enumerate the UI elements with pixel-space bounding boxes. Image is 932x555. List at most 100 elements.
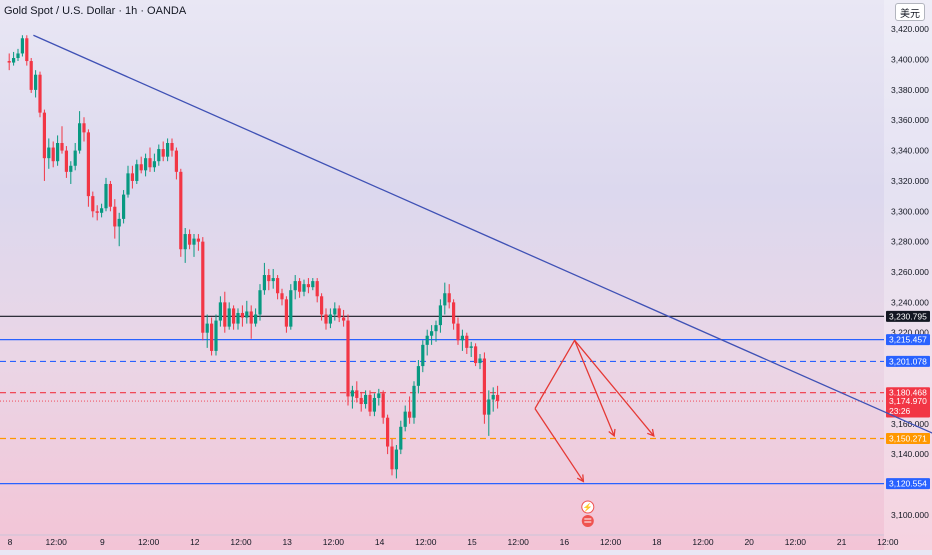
candle-body[interactable] [47, 147, 51, 159]
candle-body[interactable] [399, 426, 403, 450]
candle-body[interactable] [249, 311, 253, 324]
candle-body[interactable] [284, 299, 288, 327]
candle-body[interactable] [496, 394, 500, 401]
candle-body[interactable] [42, 112, 46, 159]
candle-body[interactable] [258, 290, 262, 315]
candle-body[interactable] [368, 394, 372, 412]
candle-body[interactable] [188, 234, 192, 245]
candle-body[interactable] [491, 394, 495, 400]
candle-body[interactable] [478, 358, 482, 364]
candle-body[interactable] [355, 390, 359, 398]
candle-body[interactable] [69, 165, 73, 172]
candle-body[interactable] [403, 411, 407, 427]
candle-body[interactable] [487, 399, 491, 415]
candle-body[interactable] [86, 132, 90, 197]
candle-body[interactable] [447, 293, 451, 303]
candle-body[interactable] [293, 281, 297, 291]
candle-body[interactable] [337, 308, 341, 318]
candle-body[interactable] [161, 149, 165, 157]
candle-body[interactable] [240, 312, 244, 318]
candle-body[interactable] [183, 234, 187, 250]
candle-body[interactable] [25, 38, 29, 62]
candle-body[interactable] [113, 206, 117, 227]
candle-body[interactable] [34, 74, 38, 90]
candle-body[interactable] [434, 325, 438, 332]
candle-body[interactable] [438, 305, 442, 326]
candle-body[interactable] [82, 123, 86, 133]
candle-body[interactable] [359, 397, 363, 405]
candle-body[interactable] [386, 417, 390, 447]
candle-body[interactable] [280, 293, 284, 300]
candle-body[interactable] [7, 61, 11, 63]
candle-body[interactable] [91, 196, 95, 212]
candle-body[interactable] [126, 173, 130, 195]
candle-body[interactable] [205, 323, 209, 333]
candle-body[interactable] [364, 394, 368, 405]
candle-body[interactable] [16, 53, 20, 59]
candle-body[interactable] [148, 158, 152, 168]
candle-body[interactable] [390, 446, 394, 470]
candle-body[interactable] [117, 218, 121, 227]
candle-body[interactable] [320, 296, 324, 315]
candle-body[interactable] [474, 346, 478, 364]
candle-body[interactable] [381, 393, 385, 418]
candle-body[interactable] [201, 241, 205, 333]
candle-body[interactable] [306, 284, 310, 288]
candle-body[interactable] [166, 143, 170, 157]
currency-button[interactable]: 美元 [895, 3, 925, 21]
candle-body[interactable] [196, 238, 200, 242]
projection-arrow[interactable] [574, 339, 655, 437]
candle-body[interactable] [394, 449, 398, 470]
candle-body[interactable] [254, 314, 258, 324]
candle-body[interactable] [346, 320, 350, 397]
candle-body[interactable] [192, 238, 196, 245]
candle-body[interactable] [223, 302, 227, 327]
candle-body[interactable] [482, 358, 486, 415]
candle-body[interactable] [152, 161, 156, 168]
candle-body[interactable] [421, 344, 425, 367]
candle-body[interactable] [460, 335, 464, 341]
candle-body[interactable] [456, 323, 460, 341]
candle-body[interactable] [267, 275, 271, 282]
candle-body[interactable] [408, 411, 412, 418]
candle-body[interactable] [232, 308, 236, 324]
candle-body[interactable] [412, 385, 416, 418]
candle-body[interactable] [276, 278, 280, 294]
candle-body[interactable] [218, 302, 222, 321]
candle-body[interactable] [443, 293, 447, 306]
candle-body[interactable] [289, 290, 293, 327]
candle-body[interactable] [430, 331, 434, 336]
flash-event-icon[interactable] [581, 500, 595, 514]
candle-body[interactable] [135, 164, 139, 181]
candle-body[interactable] [170, 143, 174, 151]
candle-body[interactable] [333, 308, 337, 315]
candle-body[interactable] [245, 311, 249, 318]
candle-body[interactable] [20, 38, 24, 54]
candle-body[interactable] [372, 397, 376, 412]
candle-body[interactable] [227, 308, 231, 327]
descending-trendline[interactable] [33, 34, 932, 461]
candle-body[interactable] [324, 314, 328, 324]
candle-body[interactable] [144, 158, 148, 171]
candle-body[interactable] [271, 278, 275, 282]
candle-body[interactable] [302, 284, 306, 292]
candle-body[interactable] [122, 194, 126, 219]
candle-body[interactable] [51, 147, 55, 162]
candle-body[interactable] [210, 323, 214, 351]
candle-body[interactable] [56, 143, 60, 162]
candle-body[interactable] [130, 173, 134, 181]
candle-body[interactable] [12, 58, 16, 63]
candle-body[interactable] [214, 320, 218, 351]
candle-body[interactable] [104, 183, 108, 209]
candle-body[interactable] [469, 346, 473, 348]
candle-body[interactable] [298, 281, 302, 292]
candle-body[interactable] [236, 312, 240, 324]
candle-body[interactable] [465, 335, 469, 348]
candle-body[interactable] [157, 149, 161, 162]
projection-arrow[interactable] [534, 408, 584, 482]
candle-body[interactable] [179, 171, 183, 250]
us-flag-event-icon[interactable] [581, 515, 594, 527]
candle-body[interactable] [139, 164, 143, 171]
candle-body[interactable] [29, 61, 33, 90]
